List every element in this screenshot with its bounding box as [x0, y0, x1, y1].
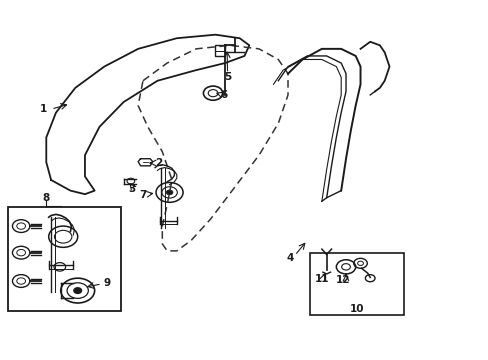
Text: 10: 10 [349, 304, 363, 314]
Text: 4: 4 [286, 253, 293, 263]
Text: 12: 12 [335, 275, 350, 285]
Text: 11: 11 [314, 274, 328, 284]
Text: 2: 2 [155, 158, 162, 168]
Text: 1: 1 [40, 104, 47, 114]
Text: 7: 7 [139, 190, 146, 200]
Text: 5: 5 [224, 72, 231, 82]
Circle shape [74, 288, 81, 293]
Text: 6: 6 [220, 90, 227, 100]
Text: 9: 9 [103, 278, 110, 288]
Circle shape [166, 190, 173, 195]
Text: 3: 3 [128, 184, 136, 194]
Text: 8: 8 [42, 193, 50, 203]
